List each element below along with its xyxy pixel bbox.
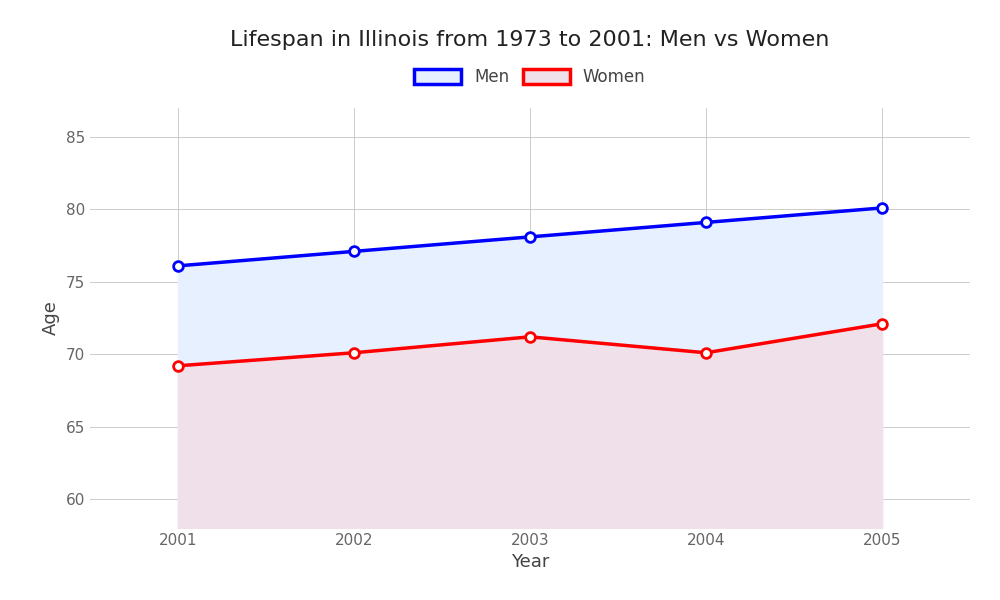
Legend: Men, Women: Men, Women xyxy=(408,62,652,93)
X-axis label: Year: Year xyxy=(511,553,549,571)
Y-axis label: Age: Age xyxy=(42,301,60,335)
Title: Lifespan in Illinois from 1973 to 2001: Men vs Women: Lifespan in Illinois from 1973 to 2001: … xyxy=(230,29,830,49)
